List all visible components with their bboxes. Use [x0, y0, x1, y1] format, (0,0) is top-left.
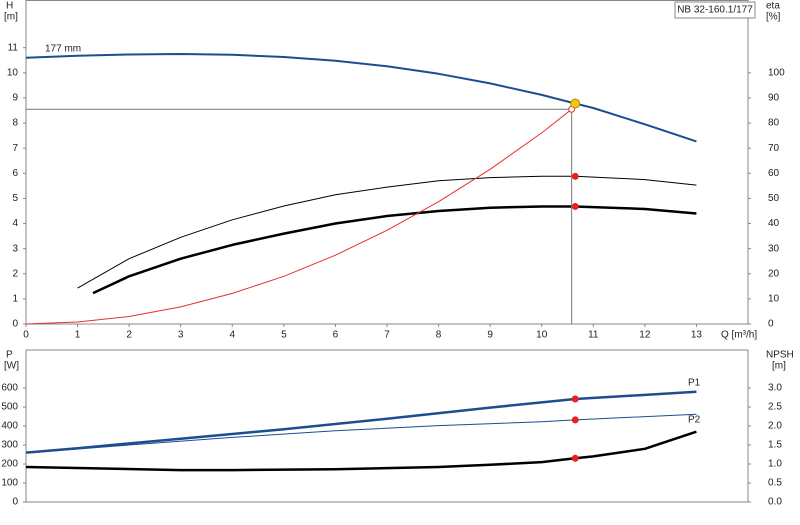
y-tick-label: 200 — [1, 459, 18, 470]
y-tick-label: 10 — [7, 67, 19, 78]
curve — [77, 175, 697, 289]
marker-dot — [571, 416, 579, 424]
y-tick-label: 5 — [12, 193, 18, 204]
y2-tick-label: 2.0 — [768, 421, 782, 432]
x-tick-label: 6 — [333, 330, 339, 341]
curve-label: P1 — [688, 378, 701, 389]
x-tick-label: 13 — [691, 330, 703, 341]
y2-tick-label: 1.5 — [768, 440, 782, 451]
y-tick-label: 3 — [12, 243, 18, 254]
y-tick-label: 4 — [12, 218, 18, 229]
curve-label: P2 — [688, 415, 701, 426]
marker-dot — [571, 172, 579, 180]
x-tick-label: 7 — [384, 330, 390, 341]
y-tick-label: 500 — [1, 402, 18, 413]
y2-tick-label: 40 — [768, 218, 780, 229]
curve — [25, 390, 697, 454]
y-tick-label: 400 — [1, 421, 18, 432]
y-tick-label: 0 — [12, 319, 18, 330]
y-tick-label: 300 — [1, 440, 18, 451]
y-tick-label: 2 — [12, 268, 18, 279]
marker-dot — [571, 454, 579, 462]
y2-tick-label: 10 — [768, 294, 780, 305]
y-tick-label: 9 — [12, 93, 18, 104]
y-axis-unit: [W] — [4, 361, 19, 372]
y2-tick-label: 1.0 — [768, 459, 782, 470]
y2-tick-label: 30 — [768, 243, 780, 254]
y-tick-label: 100 — [1, 478, 18, 489]
y-tick-label: 6 — [12, 168, 18, 179]
marker-dot — [571, 202, 579, 210]
x-tick-label: 3 — [178, 330, 184, 341]
curve — [25, 108, 572, 325]
y2-tick-label: 2.5 — [768, 402, 782, 413]
title-box — [674, 1, 756, 19]
curve — [92, 205, 697, 295]
plot-frame — [25, 349, 749, 503]
x-tick-label: 4 — [230, 330, 236, 341]
curve — [25, 430, 697, 472]
y2-tick-label: 3.0 — [768, 383, 782, 394]
x-tick-label: 11 — [588, 330, 599, 341]
y-tick-label: 11 — [8, 42, 19, 53]
y-tick-label: 1 — [12, 294, 18, 305]
chart-title: NB 32-160.1/177 — [677, 5, 753, 16]
y2-axis-unit: [m] — [772, 361, 786, 372]
x-tick-label: 0 — [23, 330, 29, 341]
x-tick-label: 10 — [536, 330, 548, 341]
operating-point — [570, 98, 581, 109]
x-tick-label: 1 — [75, 330, 81, 341]
y2-tick-label: 20 — [768, 268, 780, 279]
y2-tick-label: 0.0 — [768, 497, 782, 508]
curve — [25, 53, 697, 143]
x-tick-label: 12 — [639, 330, 651, 341]
y-tick-label: 7 — [12, 143, 18, 154]
y2-tick-label: 50 — [768, 193, 780, 204]
y-tick-label: 8 — [12, 118, 18, 129]
y-axis-unit: [m] — [4, 12, 18, 23]
x-tick-label: 9 — [487, 330, 493, 341]
y2-tick-label: 0.5 — [768, 478, 782, 489]
y-tick-label: 600 — [1, 383, 18, 394]
y-axis-label: P — [6, 350, 13, 361]
x-tick-label: 8 — [436, 330, 442, 341]
x-tick-label: 2 — [126, 330, 132, 341]
y2-tick-label: 100 — [768, 67, 785, 78]
x-axis-label: Q [m³/h] — [721, 330, 757, 341]
y2-tick-label: 60 — [768, 168, 780, 179]
y-tick-label: 0 — [12, 497, 18, 508]
y2-axis-label: NPSH — [766, 350, 794, 361]
y2-tick-label: 80 — [768, 118, 780, 129]
y2-tick-label: 90 — [768, 93, 780, 104]
y2-axis-unit: [%] — [766, 12, 781, 23]
marker-dot — [571, 395, 579, 403]
x-tick-label: 5 — [281, 330, 287, 341]
curve-label: 177 mm — [45, 44, 81, 55]
y2-axis-label: eta — [766, 1, 780, 12]
y-axis-label: H — [6, 1, 13, 12]
y2-tick-label: 0 — [768, 319, 774, 330]
curve — [25, 413, 697, 454]
y2-tick-label: 70 — [768, 143, 780, 154]
